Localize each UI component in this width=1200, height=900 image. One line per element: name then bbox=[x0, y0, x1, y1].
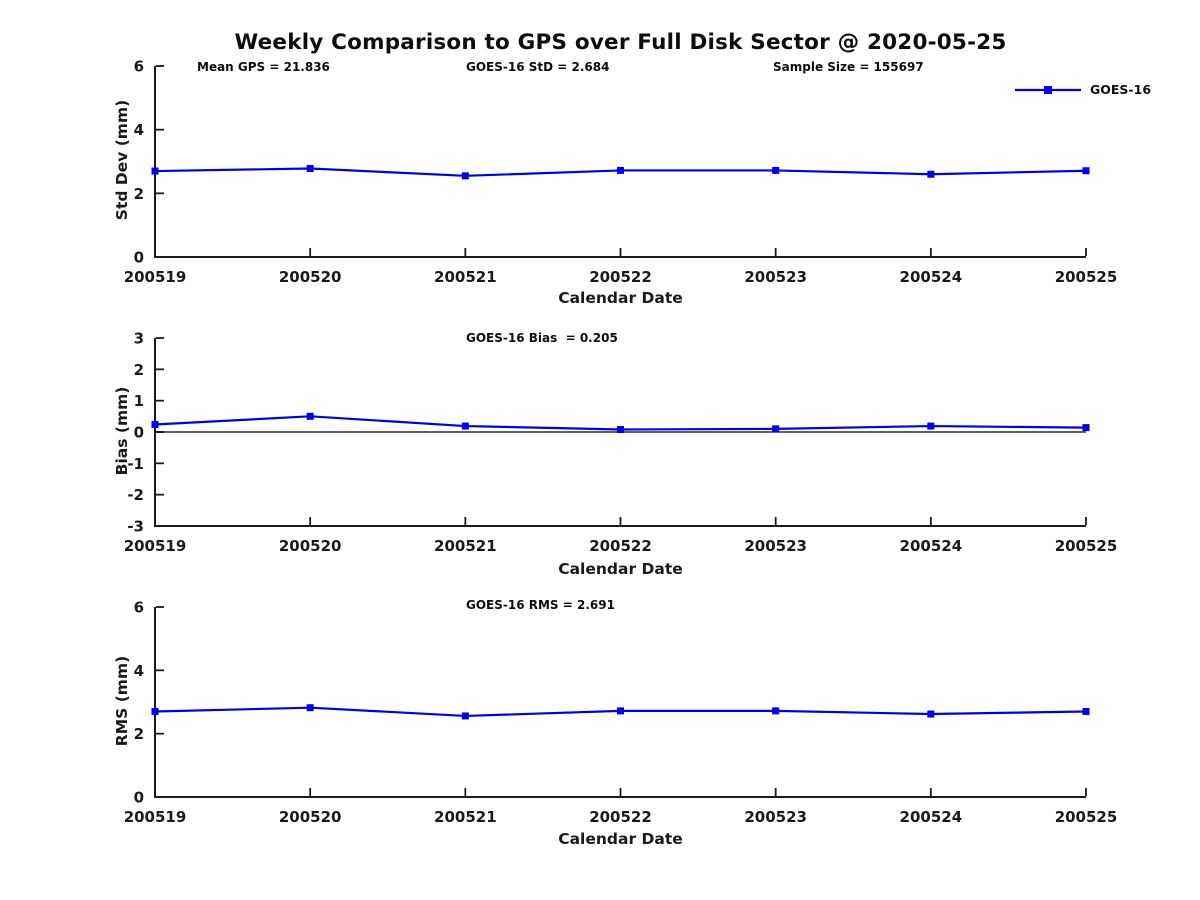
y-tick-label: -1 bbox=[127, 455, 144, 473]
x-tick-label: 200523 bbox=[744, 537, 807, 555]
data-point-marker bbox=[772, 425, 780, 433]
data-point-marker bbox=[461, 712, 469, 720]
x-tick-label: 200522 bbox=[589, 537, 652, 555]
data-point-marker bbox=[617, 166, 624, 174]
figure-title: Weekly Comparison to GPS over Full Disk … bbox=[234, 30, 1007, 55]
legend-label: GOES-16 bbox=[1090, 82, 1152, 97]
data-point-marker bbox=[306, 704, 314, 712]
y-tick-label: 6 bbox=[134, 58, 144, 76]
annotation-goes16-bias: GOES-16 Bias = 0.205 bbox=[466, 331, 618, 345]
data-point-marker bbox=[306, 412, 314, 420]
y-tick-label: 1 bbox=[134, 392, 144, 410]
data-point-marker bbox=[151, 167, 159, 175]
data-point-marker bbox=[927, 710, 935, 718]
x-tick-label: 200522 bbox=[589, 268, 652, 286]
x-tick-label: 200522 bbox=[589, 808, 652, 826]
ylabel-std-dev: Std Dev (mm) bbox=[113, 99, 131, 221]
y-tick-label: -2 bbox=[127, 486, 144, 504]
data-point-marker bbox=[927, 170, 935, 178]
y-tick-label: 4 bbox=[134, 662, 144, 680]
data-point-marker bbox=[461, 172, 469, 180]
x-tick-label: 200519 bbox=[124, 268, 187, 286]
y-tick-label: 2 bbox=[134, 725, 144, 743]
annotation-goes16-rms: GOES-16 RMS = 2.691 bbox=[466, 598, 615, 612]
x-tick-label: 200525 bbox=[1055, 537, 1118, 555]
data-point-marker bbox=[772, 166, 780, 174]
x-tick-label: 200525 bbox=[1055, 268, 1118, 286]
annotation-mean-gps: Mean GPS = 21.836 bbox=[197, 60, 330, 74]
x-tick-label: 200521 bbox=[434, 537, 497, 555]
y-tick-label: 4 bbox=[134, 121, 144, 139]
xlabel-calendar-date-1: Calendar Date bbox=[558, 289, 683, 307]
data-point-marker bbox=[151, 708, 159, 715]
y-tick-label: 0 bbox=[134, 789, 144, 807]
data-point-marker bbox=[617, 707, 624, 715]
xlabel-calendar-date-3: Calendar Date bbox=[558, 830, 683, 848]
x-tick-label: 200521 bbox=[434, 268, 497, 286]
x-tick-label: 200523 bbox=[744, 268, 807, 286]
x-tick-label: 200521 bbox=[434, 808, 497, 826]
legend: GOES-16 bbox=[1013, 82, 1151, 97]
y-tick-label: 6 bbox=[134, 599, 144, 617]
y-tick-label: 2 bbox=[134, 185, 144, 203]
data-point-marker bbox=[617, 425, 624, 433]
y-tick-label: 2 bbox=[134, 361, 144, 379]
ylabel-rms: RMS (mm) bbox=[113, 655, 131, 747]
x-tick-label: 200524 bbox=[900, 537, 963, 555]
x-tick-label: 200520 bbox=[279, 537, 342, 555]
y-tick-label: -3 bbox=[127, 518, 144, 536]
x-tick-label: 200525 bbox=[1055, 808, 1118, 826]
legend-line-marker-icon bbox=[1015, 85, 1081, 94]
y-tick-label: 0 bbox=[134, 249, 144, 267]
annotation-sample-size: Sample Size = 155697 bbox=[773, 60, 924, 74]
data-point-marker bbox=[1082, 708, 1090, 715]
x-tick-label: 200520 bbox=[279, 268, 342, 286]
data-point-marker bbox=[927, 422, 935, 430]
y-tick-label: 3 bbox=[134, 330, 144, 348]
x-tick-label: 200519 bbox=[124, 808, 187, 826]
ylabel-bias: Bias (mm) bbox=[113, 386, 131, 476]
x-tick-label: 200523 bbox=[744, 808, 807, 826]
x-tick-label: 200524 bbox=[900, 268, 963, 286]
data-point-marker bbox=[151, 420, 159, 428]
xlabel-calendar-date-2: Calendar Date bbox=[558, 560, 683, 578]
y-tick-label: 0 bbox=[134, 424, 144, 442]
x-tick-label: 200524 bbox=[900, 808, 963, 826]
x-tick-label: 200519 bbox=[124, 537, 187, 555]
annotation-goes16-std: GOES-16 StD = 2.684 bbox=[466, 60, 610, 74]
x-tick-label: 200520 bbox=[279, 808, 342, 826]
data-point-marker bbox=[1082, 424, 1090, 432]
data-point-marker bbox=[461, 422, 469, 430]
data-point-marker bbox=[1082, 167, 1090, 175]
data-point-marker bbox=[772, 707, 780, 715]
data-point-marker bbox=[306, 165, 314, 173]
